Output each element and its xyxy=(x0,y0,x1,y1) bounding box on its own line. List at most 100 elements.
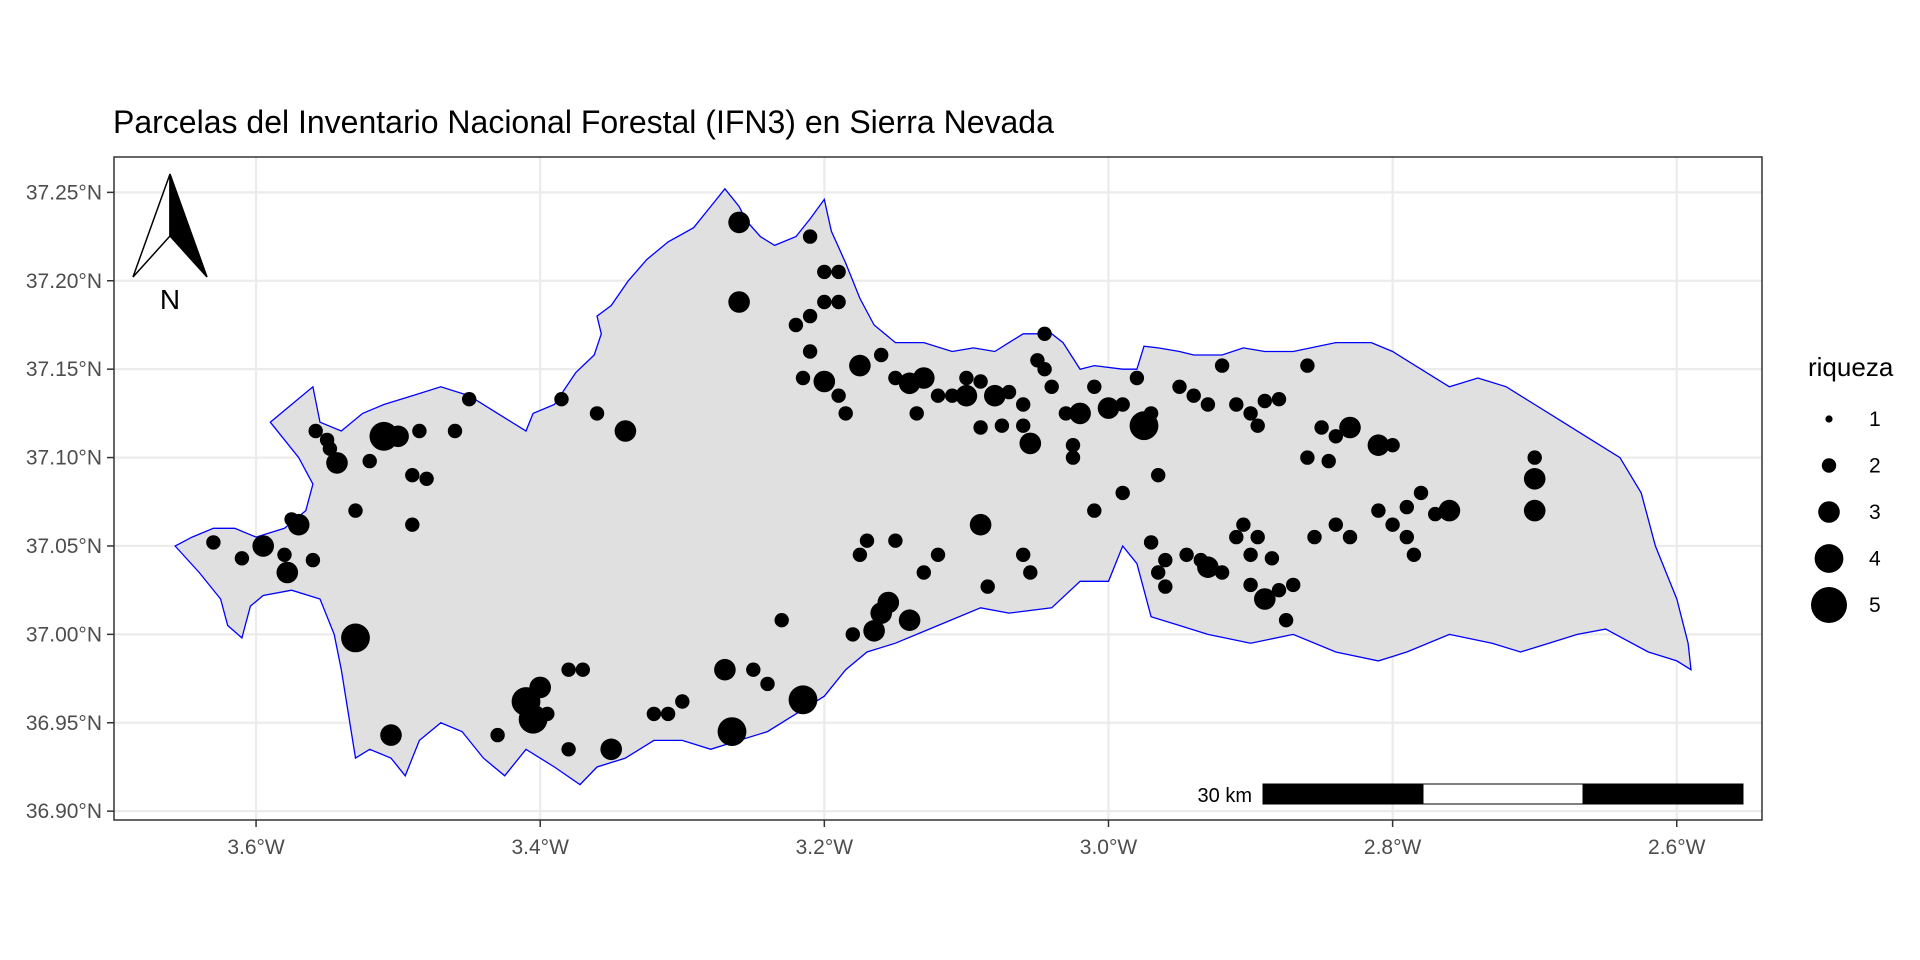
legend-label-2: 2 xyxy=(1869,455,1881,478)
plot-point-146 xyxy=(1371,503,1386,518)
plot-point-40 xyxy=(717,717,747,746)
plot-point-64 xyxy=(909,406,924,421)
plot-point-41 xyxy=(746,662,761,677)
plot-point-94 xyxy=(1214,358,1230,373)
plot-point-58 xyxy=(838,406,853,421)
plot-point-67 xyxy=(959,370,974,386)
y-tick-label-1: 37.20°N xyxy=(26,270,102,293)
plot-point-108 xyxy=(1115,485,1130,501)
plot-point-111 xyxy=(1158,552,1173,568)
plot-point-109 xyxy=(1151,468,1166,483)
y-axis: 37.25°N 37.20°N 37.15°N 37.10°N 37.05°N 37.00… xyxy=(26,181,114,823)
plot-point-39 xyxy=(714,658,736,681)
plot-point-128 xyxy=(1087,503,1102,518)
plot-point-56 xyxy=(795,370,811,386)
plot-point-53 xyxy=(802,344,818,359)
plot-point-10 xyxy=(319,432,335,448)
plot-point-139 xyxy=(863,620,885,642)
plot-points xyxy=(206,211,1546,761)
plot-point-70 xyxy=(984,384,1006,407)
plot-point-12 xyxy=(348,503,363,518)
plot-point-138 xyxy=(845,627,860,642)
y-tick-label-2: 37.15°N xyxy=(26,358,102,381)
plot-point-21 xyxy=(341,623,370,653)
plot-point-45 xyxy=(728,211,750,234)
plot-point-35 xyxy=(600,738,622,761)
plot-point-152 xyxy=(1399,529,1415,545)
plot-point-52 xyxy=(802,308,818,324)
plot-point-151 xyxy=(1438,499,1461,522)
plot-point-126 xyxy=(1278,613,1294,628)
plot-point-32 xyxy=(490,727,505,743)
plot-point-9 xyxy=(326,452,348,474)
plot-point-37 xyxy=(660,706,676,722)
plot-point-132 xyxy=(1023,565,1038,580)
plot-point-120 xyxy=(1243,547,1258,562)
y-tick-label-6: 36.95°N xyxy=(26,712,102,735)
plot-point-28 xyxy=(529,676,551,699)
plot-point-59 xyxy=(849,354,871,377)
x-tick-label-2: 3.2°W xyxy=(796,836,854,859)
plot-point-91 xyxy=(1172,379,1187,394)
plot-point-104 xyxy=(1367,434,1390,457)
plot-point-60 xyxy=(874,347,889,363)
plot-point-47 xyxy=(802,229,818,244)
plot-point-106 xyxy=(1300,450,1315,465)
scale-bar: 30 km xyxy=(1198,783,1744,807)
map-title: Parcelas del Inventario Nacional Foresta… xyxy=(113,104,1054,140)
plot-point-83 xyxy=(1065,450,1081,465)
plot-point-38 xyxy=(675,694,690,709)
y-tick-label-0: 37.25°N xyxy=(26,181,102,204)
plot-point-143 xyxy=(1307,529,1322,545)
plot-point-125 xyxy=(1264,551,1280,566)
plot-point-131 xyxy=(1016,547,1031,562)
plot-point-68 xyxy=(955,384,978,407)
plot-point-113 xyxy=(1179,547,1194,562)
plot-point-18 xyxy=(412,423,427,439)
plot-point-17 xyxy=(419,471,434,486)
legend-label-3: 3 xyxy=(1869,501,1881,524)
plot-point-102 xyxy=(1328,429,1344,444)
plot-point-29 xyxy=(518,704,548,734)
plot-point-117 xyxy=(1229,529,1244,545)
plot-point-19 xyxy=(447,423,463,439)
plot-point-31 xyxy=(561,742,576,757)
north-arrow-right xyxy=(169,173,208,278)
plot-point-79 xyxy=(1016,418,1031,433)
plot-point-6 xyxy=(305,552,321,568)
plot-point-148 xyxy=(1399,499,1415,515)
plot-point-34 xyxy=(575,662,590,677)
plot-point-50 xyxy=(817,294,832,310)
plot-point-71 xyxy=(1001,384,1017,400)
plot-point-15 xyxy=(387,425,409,448)
plot-point-100 xyxy=(1300,358,1315,373)
plot-point-74 xyxy=(1037,326,1052,341)
plot-point-49 xyxy=(831,264,846,280)
plot-point-1 xyxy=(234,551,250,566)
x-tick-label-1: 3.4°W xyxy=(511,836,569,859)
legend-key-1 xyxy=(1825,415,1833,423)
plot-point-123 xyxy=(1271,583,1287,598)
plot-point-93 xyxy=(1200,397,1216,412)
legend-label-4: 4 xyxy=(1869,548,1881,571)
x-tick-label-4: 2.8°W xyxy=(1364,836,1422,859)
plot-point-99 xyxy=(1271,392,1287,407)
plot-point-119 xyxy=(1250,529,1265,545)
panel-border xyxy=(113,156,1763,821)
plot-point-155 xyxy=(1523,499,1546,522)
x-axis: 3.6°W 3.4°W 3.2°W 3.0°W 2.8°W 2.6°W xyxy=(227,820,1706,859)
legend-entries: 1 2 3 4 5 xyxy=(1811,408,1881,623)
plot-point-33 xyxy=(561,662,576,677)
plot-point-124 xyxy=(1286,577,1301,593)
legend-key-5 xyxy=(1811,587,1847,623)
plot-point-63 xyxy=(913,367,935,389)
plot-point-133 xyxy=(930,547,946,562)
plot-point-154 xyxy=(1523,468,1546,490)
x-tick-label-0: 3.6°W xyxy=(227,836,285,859)
plot-point-127 xyxy=(1158,579,1173,594)
plot-point-129 xyxy=(969,513,992,536)
plot-point-122 xyxy=(1254,588,1276,610)
legend-key-4 xyxy=(1814,544,1844,573)
plot-point-54 xyxy=(788,317,804,333)
